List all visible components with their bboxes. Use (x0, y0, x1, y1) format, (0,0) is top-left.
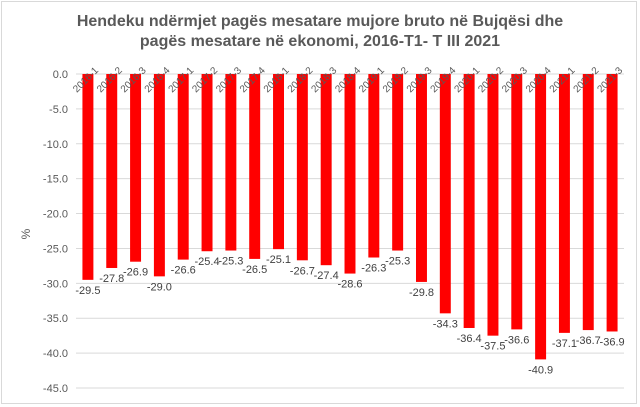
data-label: -40.9 (528, 364, 553, 376)
y-tick-label: -15.0 (43, 174, 68, 186)
bar (344, 74, 356, 274)
data-label: -26.3 (361, 263, 386, 275)
data-label: -36.9 (600, 336, 625, 348)
y-tick-label: -5.0 (49, 104, 68, 116)
bar (130, 74, 142, 262)
bar (535, 74, 547, 360)
data-label: -26.7 (290, 265, 315, 277)
bar (106, 74, 118, 268)
data-label: -25.4 (195, 256, 220, 268)
bar (392, 74, 404, 251)
data-label: -29.8 (409, 287, 434, 299)
data-label: -36.7 (576, 335, 601, 347)
y-tick-label: 0.0 (53, 69, 68, 81)
data-label: -37.5 (480, 341, 505, 353)
y-tick-label: -10.0 (43, 139, 68, 151)
data-label: -26.6 (171, 265, 196, 277)
chart-title-line-2: pagës mesatare në ekonomi, 2016-T1- T II… (139, 33, 501, 50)
y-tick-label: -35.0 (43, 313, 68, 325)
y-tick-label: -45.0 (43, 383, 68, 395)
bar (296, 74, 308, 261)
bar (439, 74, 451, 314)
chart-title: Hendeku ndërmjet pagës mesatare mujore b… (40, 12, 600, 52)
data-label: -28.6 (337, 279, 362, 291)
y-axis-ticks: 0.0 -5.0 -10.0 -15.0 -20.0 -25.0 -30.0 -35.0 -40… (43, 69, 68, 395)
bar (415, 74, 427, 282)
data-label: -25.1 (266, 254, 291, 266)
data-label: -25.3 (218, 256, 243, 268)
data-label: -29.5 (75, 285, 100, 297)
data-label: -27.4 (314, 270, 339, 282)
data-label: -29.0 (147, 281, 172, 293)
y-tick-label: -25.0 (43, 243, 68, 255)
bar (153, 74, 165, 277)
bar (368, 74, 380, 258)
data-labels: -29.5-27.8-26.9-29.0-26.6-25.4-25.3-26.5… (75, 254, 624, 376)
data-label: -36.6 (504, 334, 529, 346)
bar (463, 74, 475, 328)
data-label: -37.1 (552, 338, 577, 350)
y-tick-label: -40.0 (43, 348, 68, 360)
y-tick-label: -30.0 (43, 278, 68, 290)
data-label: -34.3 (433, 318, 458, 330)
bar (273, 74, 285, 250)
bars (82, 74, 618, 360)
y-tick-label: -20.0 (43, 209, 68, 221)
bar (582, 74, 594, 331)
bar (249, 74, 261, 259)
bar (606, 74, 618, 332)
bar (82, 74, 94, 280)
bar (320, 74, 332, 266)
bar (177, 74, 189, 260)
data-label: -25.3 (385, 256, 410, 268)
data-label: -26.9 (123, 267, 148, 279)
chart-title-line-1: Hendeku ndërmjet pagës mesatare mujore b… (76, 13, 564, 30)
bar (201, 74, 213, 252)
bar (558, 74, 570, 333)
bar (225, 74, 237, 251)
bar (511, 74, 523, 330)
data-label: -36.4 (457, 333, 482, 345)
data-label: -27.8 (99, 273, 124, 285)
data-label: -26.5 (242, 264, 267, 276)
bar (487, 74, 499, 336)
y-axis-label: % (19, 228, 33, 239)
